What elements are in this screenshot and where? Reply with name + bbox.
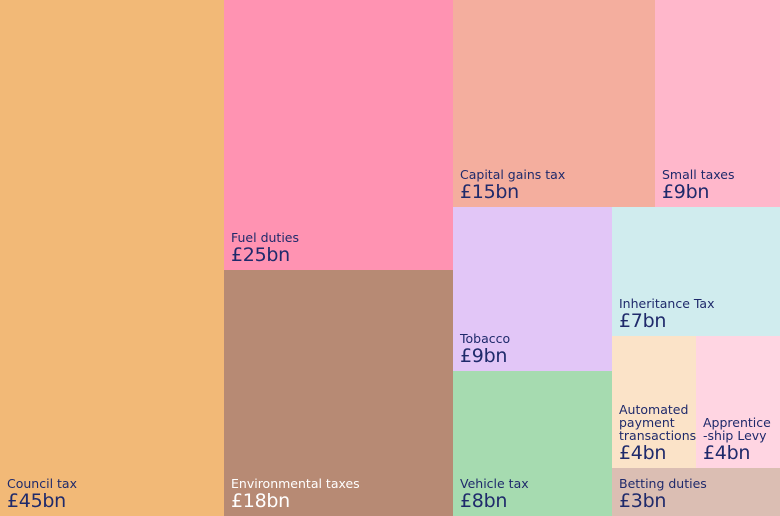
tile-label: Inheritance Tax <box>619 295 715 311</box>
tile-label: Vehicle tax <box>460 475 529 491</box>
tile-value: £18bn <box>231 490 290 513</box>
tile-value: £25bn <box>231 244 290 267</box>
tile-value: £4bn <box>619 442 667 465</box>
tile-value: £7bn <box>619 310 667 333</box>
tile-label: Tobacco <box>460 330 511 346</box>
tile-fuel-duties: Fuel duties £25bn <box>224 0 453 270</box>
tile-label: Apprentice -ship Levy <box>703 414 771 443</box>
tile-value: £4bn <box>703 442 751 465</box>
tile-betting-duties: Betting duties £3bn <box>612 468 780 516</box>
tile-value: £15bn <box>460 181 519 204</box>
tile-environmental-taxes: Environmental taxes £18bn <box>224 270 453 516</box>
tile-label: Capital gains tax <box>460 166 566 182</box>
tile-inheritance-tax: Inheritance Tax £7bn <box>612 207 780 336</box>
tile-label: Fuel duties <box>231 229 299 245</box>
tile-automated-payment-transactions: Automated payment transactions £4bn <box>612 336 696 468</box>
tile-value: £8bn <box>460 490 508 513</box>
tile-small-taxes: Small taxes £9bn <box>655 0 780 207</box>
tile-apprenticeship-levy: Apprentice -ship Levy £4bn <box>696 336 780 468</box>
tile-label: Small taxes <box>662 166 735 182</box>
tile-council-tax: Council tax £45bn <box>0 0 224 516</box>
tile-value: £3bn <box>619 490 667 513</box>
tile-label: Betting duties <box>619 475 707 491</box>
tile-vehicle-tax: Vehicle tax £8bn <box>453 371 612 516</box>
tile-value: £9bn <box>662 181 710 204</box>
tile-capital-gains-tax: Capital gains tax £15bn <box>453 0 655 207</box>
tile-tobacco: Tobacco £9bn <box>453 207 612 371</box>
tile-value: £45bn <box>7 490 66 513</box>
tile-label: Environmental taxes <box>231 475 360 491</box>
tile-label: Automated payment transactions <box>619 401 696 443</box>
tile-value: £9bn <box>460 345 508 368</box>
tile-label: Council tax <box>7 475 77 491</box>
